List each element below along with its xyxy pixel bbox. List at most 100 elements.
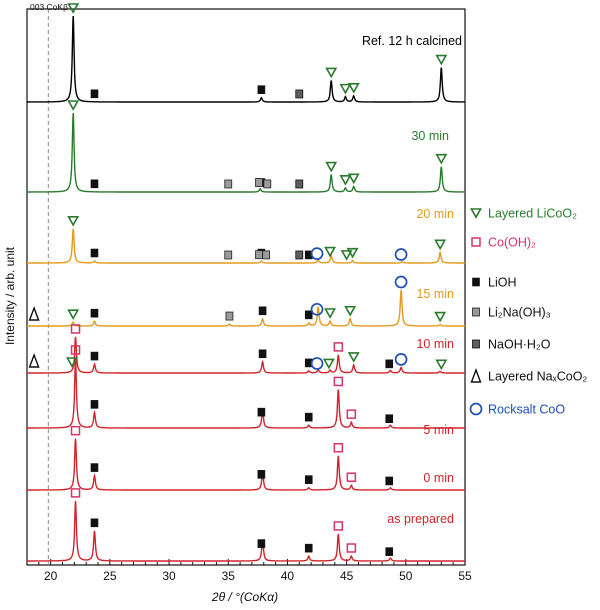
- lioh-marker: [385, 414, 394, 424]
- layered-licoo2-marker: [324, 246, 337, 258]
- co-oh2-marker: [346, 543, 357, 553]
- co-oh2-marker: [346, 472, 357, 482]
- layered-licoo2-marker: [325, 161, 338, 173]
- x-axis-label: 2θ / °(CoKα): [211, 590, 278, 604]
- lioh-marker: [90, 400, 99, 409]
- plot-frame: [26, 8, 466, 566]
- legend-label: NaOH·H₂O: [488, 338, 551, 352]
- layered-licoo2-marker: [67, 309, 80, 320]
- rocksalt-coo-marker: [310, 302, 324, 316]
- lioh-marker: [304, 310, 313, 320]
- x-tick-label: 20: [44, 569, 58, 583]
- lioh-marker: [304, 543, 313, 553]
- lioh-marker: [385, 359, 394, 369]
- co-oh2-marker: [70, 345, 81, 355]
- phase-markers: [28, 3, 448, 556]
- legend-label: LiOH: [488, 276, 516, 290]
- series-label: 5 min: [423, 423, 454, 437]
- rocksalt-coo-marker: [394, 275, 408, 289]
- layered-licoo2-marker: [339, 83, 352, 95]
- legend-label: Li₂Na(OH)₃: [488, 306, 551, 320]
- legend-label: Co(OH)₂: [488, 236, 536, 250]
- naoh-h2o-marker: [295, 250, 304, 260]
- layered-licoo2-marker: [435, 54, 448, 66]
- li2na-oh3-marker: [472, 307, 480, 317]
- trace-series: [27, 289, 465, 327]
- layered-licoo2-marker: [347, 352, 360, 363]
- y-axis-label: Intensity / arb. unit: [3, 246, 17, 345]
- li2na-oh3-marker: [224, 179, 233, 189]
- layered-licoo2-marker: [322, 358, 335, 370]
- lioh-marker: [90, 89, 99, 99]
- rocksalt-coo-marker: [394, 353, 408, 366]
- layered-licoo2-marker: [325, 67, 338, 79]
- layered-naxcoo2-marker: [470, 368, 482, 383]
- co-oh2-marker: [346, 409, 357, 419]
- series-label: as prepared: [387, 512, 454, 526]
- layered-licoo2-marker: [470, 208, 482, 219]
- legend-label: Layered LiCoO₂: [488, 207, 577, 221]
- series-label: 30 min: [411, 129, 449, 143]
- x-tick-label: 35: [222, 569, 236, 583]
- lioh-marker: [258, 306, 267, 316]
- li2na-oh3-marker: [262, 250, 271, 260]
- lioh-marker: [90, 308, 99, 318]
- lioh-marker: [257, 85, 266, 94]
- rocksalt-coo-marker: [394, 248, 408, 261]
- diffraction-traces: [27, 15, 465, 562]
- layered-naxcoo2-marker: [28, 306, 40, 321]
- li2na-oh3-marker: [255, 178, 263, 187]
- layered-licoo2-marker: [344, 305, 357, 317]
- trace-series: [27, 500, 465, 562]
- lioh-marker: [257, 539, 266, 548]
- layered-licoo2-marker: [66, 357, 78, 368]
- trace-series: [27, 15, 465, 103]
- x-tick-label: 30: [162, 569, 176, 583]
- co-oh2-marker: [333, 342, 344, 352]
- li2na-oh3-marker: [224, 250, 233, 260]
- co-oh2-marker: [471, 237, 481, 247]
- trace-series: [27, 438, 465, 491]
- rocksalt-coo-marker: [310, 357, 324, 370]
- lioh-marker: [90, 518, 99, 528]
- series-labels: Ref. 12 h calcined 30 min 20 min 15 min 10 m…: [362, 34, 462, 526]
- x-tick-label: 40: [281, 569, 295, 583]
- layered-licoo2-marker: [347, 173, 360, 185]
- trace-series: [27, 112, 465, 193]
- x-tick-label: 55: [458, 569, 472, 583]
- legend-label: Layered NaₓCoO₂: [488, 370, 587, 384]
- lioh-marker: [304, 475, 313, 484]
- lioh-marker: [257, 407, 266, 417]
- naoh-h2o-marker: [295, 179, 304, 189]
- lioh-marker: [257, 470, 266, 479]
- x-tick-label: 45: [340, 569, 354, 583]
- legend-label: Rocksalt CoO: [488, 403, 565, 417]
- lioh-marker: [385, 476, 394, 486]
- series-label: 10 min: [416, 337, 454, 351]
- co-oh2-marker: [70, 324, 81, 334]
- series-label: 20 min: [416, 207, 454, 221]
- li2na-oh3-marker: [255, 250, 263, 260]
- lioh-marker: [258, 349, 267, 359]
- layered-licoo2-marker: [435, 359, 448, 371]
- layered-licoo2-marker: [434, 311, 447, 323]
- trace-series: [27, 336, 465, 374]
- x-tick-label: 25: [103, 569, 117, 583]
- lioh-marker: [385, 547, 394, 556]
- layered-licoo2-marker: [324, 308, 337, 319]
- co-oh2-marker: [70, 488, 81, 498]
- legend: Layered LiCoO₂ Co(OH)₂ LiOH Li₂Na(OH)₃ NaOH·…: [469, 207, 587, 417]
- rocksalt-coo-marker: [469, 402, 483, 416]
- x-tick-label: 50: [399, 569, 413, 583]
- layered-licoo2-marker: [347, 83, 360, 94]
- layered-licoo2-marker: [67, 100, 80, 111]
- layered-licoo2-marker: [339, 175, 352, 186]
- trace-series: [27, 228, 465, 264]
- rocksalt-coo-marker: [310, 247, 324, 260]
- li2na-oh3-marker: [225, 311, 234, 321]
- lioh-marker: [90, 248, 99, 258]
- layered-licoo2-marker: [67, 3, 80, 14]
- series-label: 0 min: [423, 471, 454, 485]
- dashed-reference-label: 003 CoKβ: [30, 2, 68, 12]
